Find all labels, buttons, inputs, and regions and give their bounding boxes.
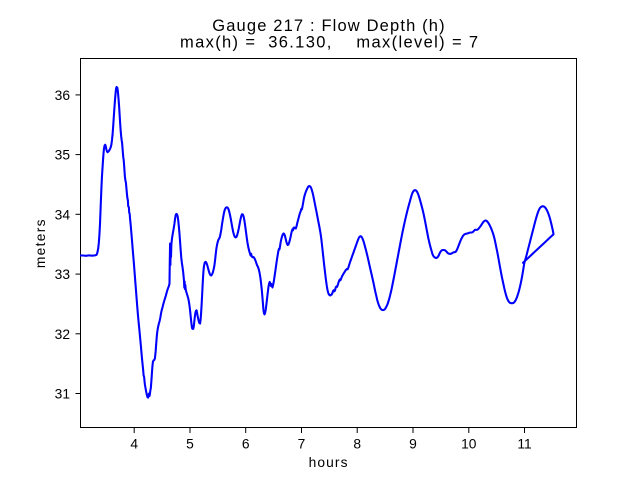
svg-text:10: 10	[461, 437, 477, 452]
svg-text:11: 11	[517, 437, 531, 452]
svg-text:meters: meters	[33, 218, 48, 268]
svg-text:35: 35	[55, 148, 71, 163]
svg-text:5: 5	[186, 437, 194, 452]
svg-text:4: 4	[130, 437, 138, 452]
svg-text:Gauge 217 : Flow Depth (h): Gauge 217 : Flow Depth (h)	[212, 17, 446, 35]
svg-text:36: 36	[55, 88, 71, 103]
svg-text:32: 32	[55, 327, 70, 342]
svg-text:33: 33	[55, 267, 71, 282]
svg-text:hours: hours	[309, 455, 349, 470]
svg-text:9: 9	[409, 437, 417, 452]
svg-text:34: 34	[55, 207, 71, 222]
svg-text:31: 31	[55, 387, 70, 402]
svg-text:8: 8	[353, 437, 361, 452]
svg-text:max(h) = 36.130, max(level: max(h) = 36.130, max(level) = 7	[180, 33, 479, 51]
svg-text:6: 6	[242, 437, 250, 452]
svg-text:7: 7	[298, 437, 306, 452]
